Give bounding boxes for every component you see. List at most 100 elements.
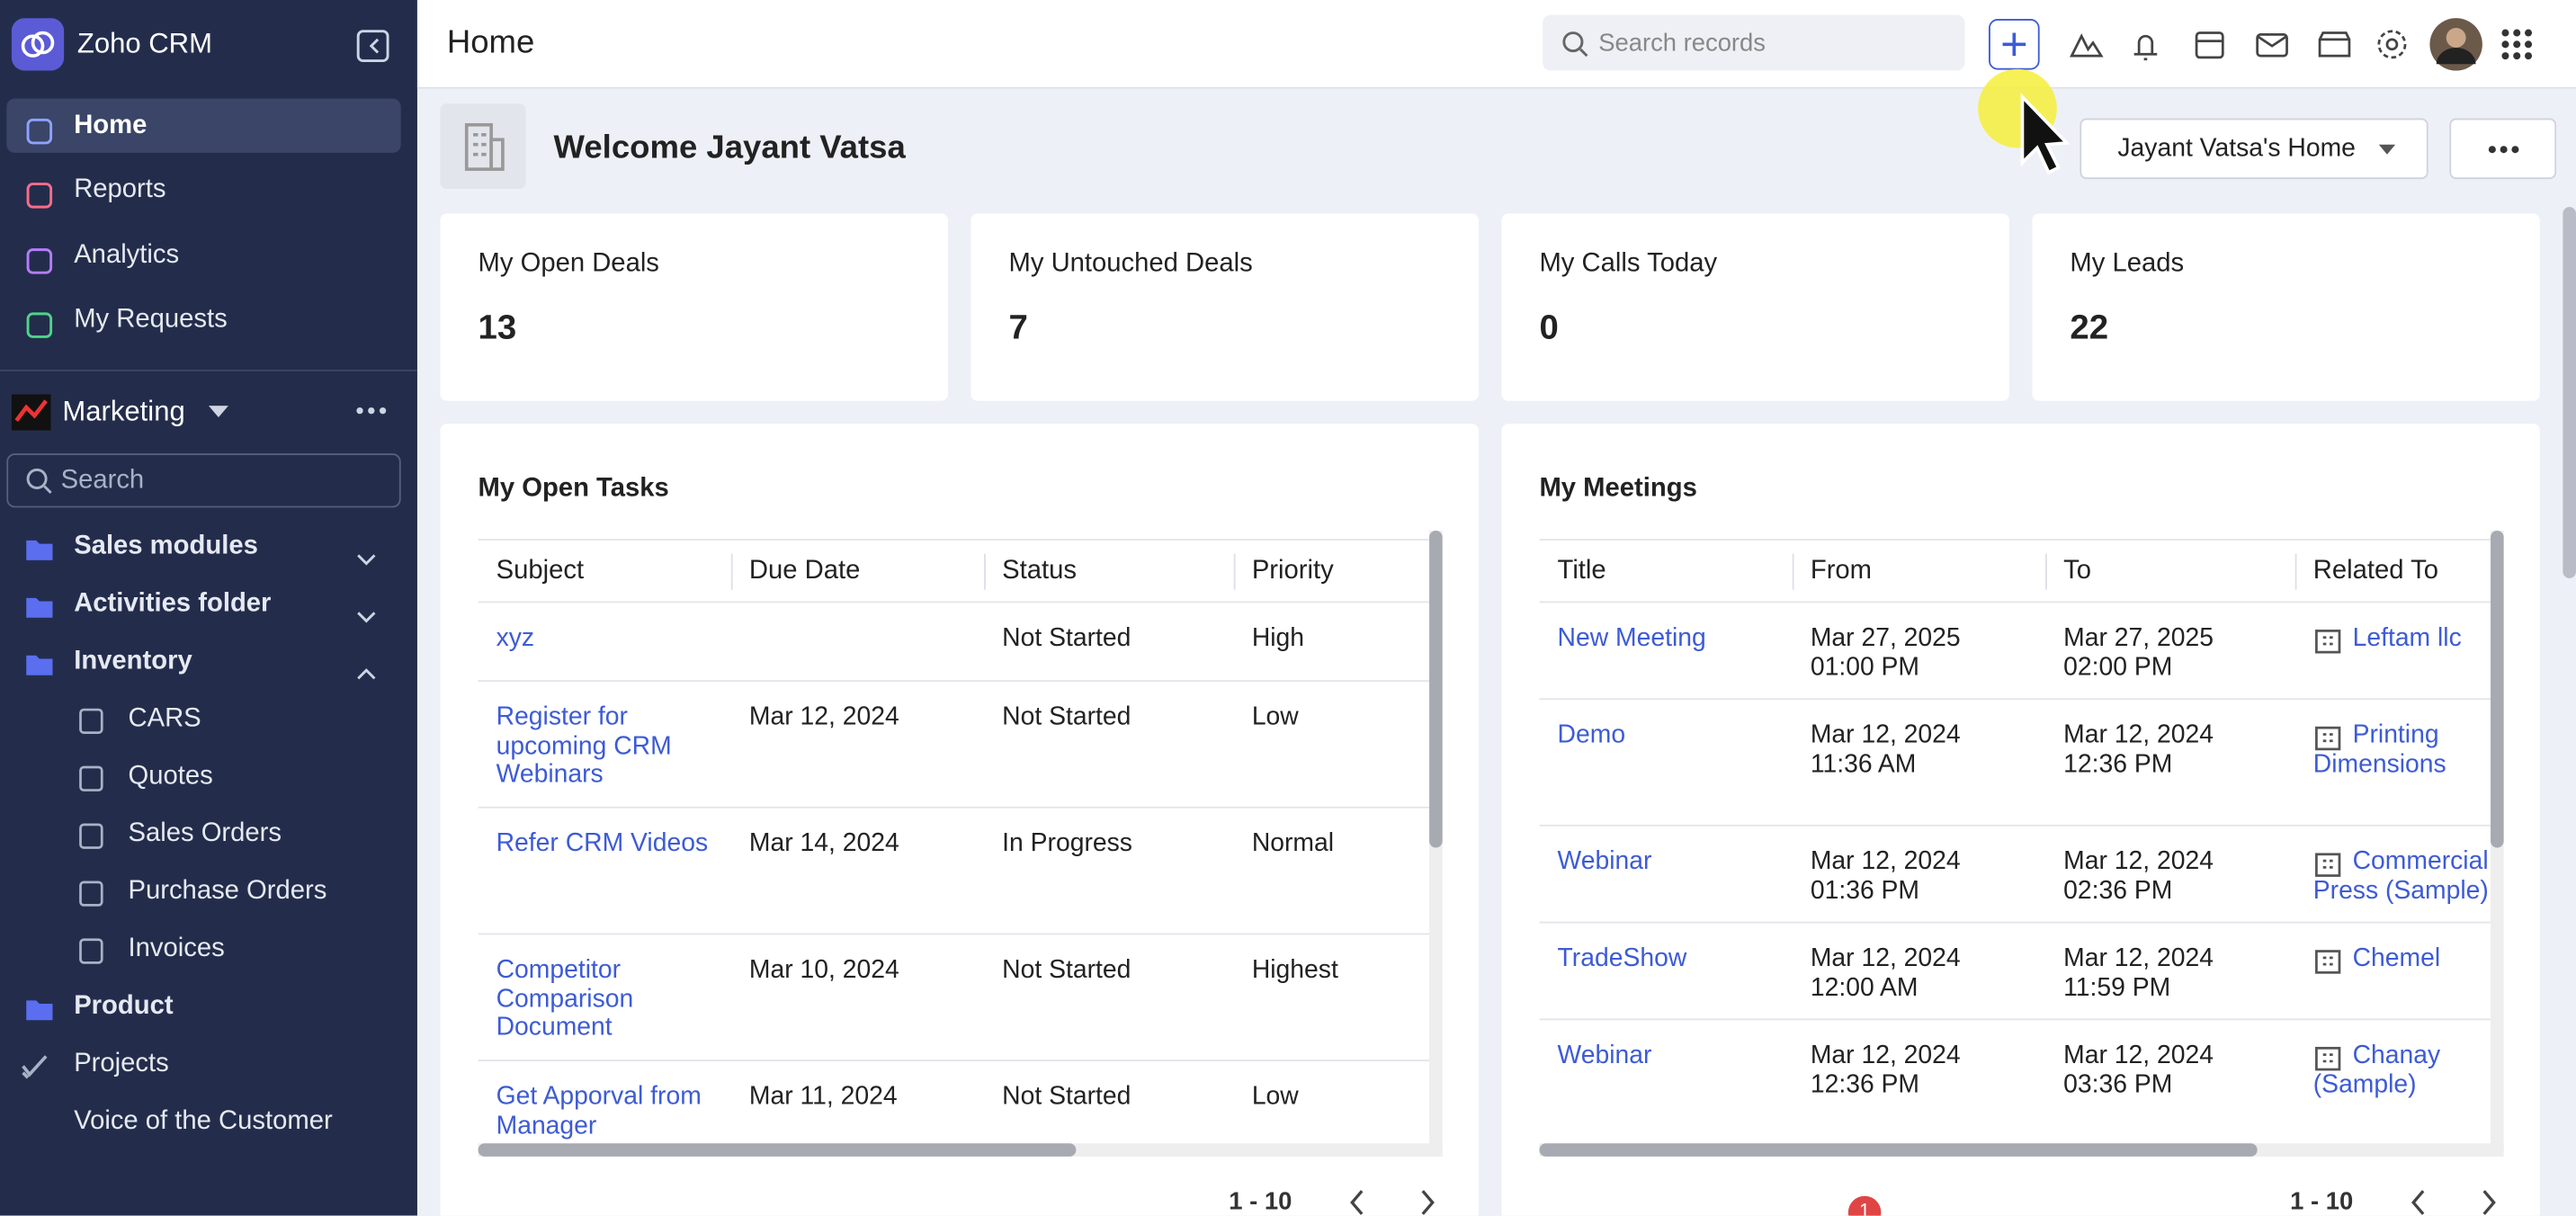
folder-child[interactable]: Sales Orders [0, 809, 417, 859]
cell[interactable]: Printing Dimensions [2312, 720, 2446, 778]
column-header[interactable]: Due Date [748, 557, 861, 586]
folder[interactable]: Sales modules [0, 523, 417, 572]
cell-line: Mar 12, 2024 [1810, 847, 1961, 876]
cell: Low [1251, 1082, 1299, 1111]
cell: Mar 12, 2024 02:36 PM [2063, 847, 2294, 905]
cell: Not Started [1002, 1082, 1131, 1111]
home-selector[interactable]: Jayant Vatsa's Home [2080, 118, 2428, 180]
cell: Mar 10, 2024 [748, 956, 899, 985]
cell[interactable]: Chemel [2352, 944, 2441, 973]
folder[interactable]: Activities folder [0, 580, 417, 630]
column-header[interactable]: Related To [2312, 557, 2438, 586]
cell[interactable]: TradeShow [1557, 944, 1687, 973]
folder[interactable]: Product [0, 982, 417, 1032]
icon [1344, 1188, 1443, 1216]
column-header[interactable]: Status [1002, 557, 1078, 586]
cell-line: 11:36 AM [1810, 749, 1917, 778]
workspace-menu[interactable] [355, 404, 389, 417]
nav-item[interactable]: Reports [6, 163, 400, 217]
apps-grid[interactable] [2500, 28, 2534, 61]
table: Title From To Related To New Meeting Mar 27, … [1539, 539, 2504, 1145]
cell: Mar 12, 2024 11:59 PM [2063, 944, 2294, 1002]
icon [77, 877, 107, 926]
column-header[interactable]: From [1810, 557, 1873, 586]
cell[interactable]: Refer CRM Videos [496, 829, 709, 858]
icon [2313, 723, 2343, 761]
folder-child[interactable]: Quotes [0, 753, 417, 802]
cell: Highest [1251, 956, 1338, 985]
cell[interactable]: Competitor Comparison Document [496, 956, 634, 1042]
column-header[interactable]: Title [1557, 557, 1606, 586]
child-label: Quotes [128, 762, 213, 791]
child-label: Sales Orders [128, 819, 282, 848]
org-icon [440, 103, 526, 190]
cell: Mar 27, 2025 01:00 PM [1811, 624, 2041, 682]
child-label: CARS [128, 704, 201, 733]
workspace-name[interactable]: Marketing [62, 396, 185, 427]
horizontal-thumb[interactable] [1539, 1143, 2258, 1157]
cell[interactable]: Webinar [1557, 847, 1652, 876]
icon [24, 648, 54, 697]
cell: Mar 12, 2024 01:36 PM [1811, 847, 2041, 905]
cell[interactable]: Get Apporval from Manager [496, 1082, 702, 1140]
cell[interactable]: Webinar [1557, 1042, 1652, 1070]
nav-item[interactable]: My Requests [6, 292, 400, 346]
vertical-thumb[interactable] [2491, 530, 2504, 848]
more-button[interactable] [2449, 118, 2557, 180]
toolbar-icons[interactable] [2069, 24, 2528, 64]
page-scrollbar[interactable] [2563, 207, 2576, 578]
icon [24, 306, 54, 360]
table-row: xyz Not Started High [478, 601, 1431, 683]
nav-item[interactable]: Analytics [6, 228, 400, 282]
column-header[interactable]: Priority [1251, 557, 1334, 586]
table-row: TradeShow Mar 12, 2024 12:00 AM Mar 12, 202… [1539, 921, 2492, 1021]
nav-item[interactable]: Home [6, 98, 401, 153]
cell: Not Started [1002, 702, 1131, 731]
global-search[interactable]: Search records [1543, 14, 1965, 71]
vertical-thumb[interactable] [1429, 530, 1443, 848]
cell[interactable]: New Meeting [1557, 624, 1706, 653]
child-label: Invoices [128, 934, 225, 963]
folder-child[interactable]: Invoices [0, 925, 417, 974]
cell[interactable]: Demo [1557, 720, 1626, 749]
folder-label: Product [74, 992, 174, 1021]
stat-card[interactable]: My Leads 22 [2032, 213, 2540, 401]
stat-value: 13 [478, 308, 517, 347]
column-header[interactable]: To [2063, 557, 2092, 586]
sidebar-search[interactable]: Search [6, 453, 401, 508]
cell[interactable]: Chanay (Sample) [2312, 1042, 2441, 1099]
stat-card[interactable]: My Calls Today 0 [1501, 213, 2009, 401]
create-button[interactable] [1988, 18, 2040, 70]
cell-line: 11:59 PM [2063, 973, 2171, 1002]
cell[interactable]: xyz [496, 624, 535, 653]
cell-line: Mar 12, 2024 [1810, 1042, 1961, 1070]
horizontal-thumb[interactable] [478, 1143, 1077, 1157]
cell[interactable]: Register for upcoming CRM Webinars [496, 702, 672, 789]
cell: In Progress [1002, 829, 1132, 858]
table-row: Webinar Mar 12, 2024 01:36 PM Mar 12, 2024 0… [1539, 824, 2492, 924]
cell[interactable]: Commercial Press (Sample) [2312, 847, 2489, 905]
cell-line: 12:36 PM [1810, 1069, 1920, 1099]
collapse-button[interactable] [356, 30, 389, 63]
search-placeholder: Search [60, 466, 145, 495]
cell[interactable]: Leftam llc [2352, 624, 2462, 653]
folder[interactable]: Projects [0, 1040, 417, 1089]
cell: Not Started [1002, 624, 1131, 653]
column-header[interactable]: Subject [496, 557, 585, 586]
notification-badge[interactable]: 1 [1847, 1195, 1882, 1216]
folder[interactable]: Inventory [0, 638, 417, 687]
cell-line: Mar 12, 2024 [1810, 720, 1961, 749]
icon [24, 992, 54, 1042]
stat-card[interactable]: My Untouched Deals 7 [970, 213, 1479, 401]
nav-label: Analytics [74, 240, 180, 269]
cell: Mar 14, 2024 [748, 829, 899, 858]
avatar[interactable] [2428, 16, 2484, 72]
folder[interactable]: Voice of the Customer [0, 1097, 417, 1147]
folder-child[interactable]: CARS [0, 695, 417, 745]
workspace-caret[interactable] [207, 402, 230, 418]
folder-child[interactable]: Purchase Orders [0, 867, 417, 916]
stat-card[interactable]: My Open Deals 13 [440, 213, 948, 401]
nav-label: Home [74, 112, 148, 140]
nav-label: Reports [74, 175, 166, 205]
